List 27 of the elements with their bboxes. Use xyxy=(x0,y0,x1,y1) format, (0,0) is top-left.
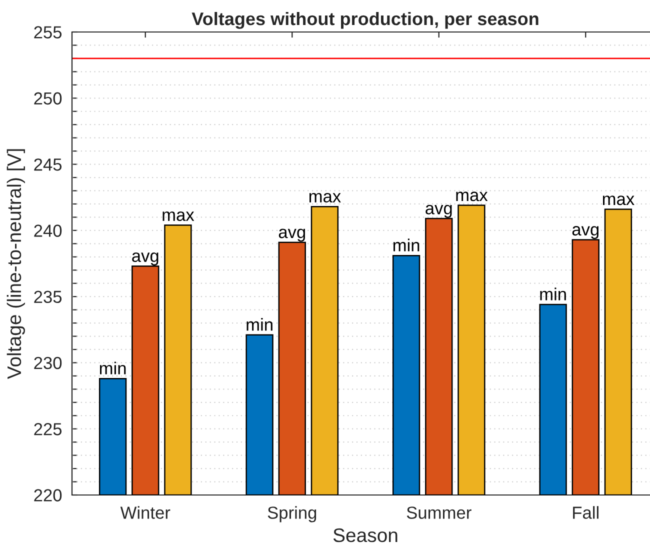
text: min xyxy=(540,288,566,300)
x-tick-label: Winter xyxy=(120,506,170,519)
text: min xyxy=(393,238,420,252)
y-tick-label: 235 xyxy=(34,290,62,304)
series-label: avg xyxy=(132,252,158,266)
y-tick-label: 240 xyxy=(34,224,62,237)
y-tick-label: 230 xyxy=(34,356,62,370)
text: avg xyxy=(278,228,306,242)
y-tick-label: 250 xyxy=(34,92,62,105)
y-axis-title: Voltage (line-to-neutral) [V] xyxy=(6,149,25,380)
y-tick-label: 225 xyxy=(34,423,62,436)
y-tick-label: 245 xyxy=(34,158,62,171)
y-tick-label: 255 xyxy=(34,26,62,38)
x-tick-label: Summer xyxy=(406,506,472,519)
text: avg xyxy=(572,226,599,239)
chart-title: Voltages without production, per season xyxy=(192,12,538,29)
text: max xyxy=(309,192,341,202)
text: avg xyxy=(426,204,452,218)
text: max xyxy=(456,192,488,202)
series-label: min xyxy=(100,362,126,374)
x-tick-label: Fall xyxy=(573,506,598,519)
y-tick-label: 220 xyxy=(34,489,62,502)
x-tick-label: Spring xyxy=(268,506,316,522)
x-axis-title: Season xyxy=(333,528,398,542)
series-label: max xyxy=(162,212,194,222)
text: max xyxy=(602,196,634,206)
text: min xyxy=(246,318,272,331)
